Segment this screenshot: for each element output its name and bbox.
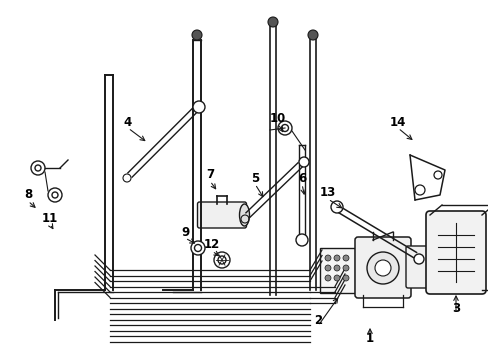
- Circle shape: [267, 17, 278, 27]
- Text: 14: 14: [389, 116, 406, 129]
- Text: 3: 3: [451, 302, 459, 315]
- Circle shape: [414, 185, 424, 195]
- Text: 2: 2: [313, 314, 322, 327]
- Text: 12: 12: [203, 238, 220, 252]
- Circle shape: [325, 255, 330, 261]
- FancyBboxPatch shape: [354, 237, 410, 298]
- Text: 8: 8: [24, 189, 32, 202]
- Circle shape: [374, 260, 390, 276]
- FancyBboxPatch shape: [197, 202, 246, 228]
- Circle shape: [433, 171, 441, 179]
- Circle shape: [333, 275, 339, 281]
- Text: 13: 13: [319, 186, 335, 199]
- Circle shape: [333, 255, 339, 261]
- Bar: [319, 248, 354, 293]
- Text: 9: 9: [181, 225, 189, 238]
- Circle shape: [330, 201, 342, 213]
- Circle shape: [191, 241, 204, 255]
- Text: 11: 11: [42, 211, 58, 225]
- Circle shape: [366, 252, 398, 284]
- Circle shape: [307, 30, 317, 40]
- Circle shape: [342, 255, 348, 261]
- Circle shape: [325, 275, 330, 281]
- Circle shape: [325, 265, 330, 271]
- Circle shape: [342, 265, 348, 271]
- Text: 6: 6: [297, 171, 305, 184]
- Text: 5: 5: [250, 171, 259, 184]
- Circle shape: [413, 254, 423, 264]
- Circle shape: [342, 275, 348, 281]
- Circle shape: [193, 101, 204, 113]
- Circle shape: [278, 121, 291, 135]
- Ellipse shape: [239, 204, 249, 226]
- Circle shape: [333, 265, 339, 271]
- Circle shape: [192, 30, 202, 40]
- Text: 4: 4: [123, 116, 132, 129]
- Circle shape: [48, 188, 62, 202]
- Circle shape: [295, 234, 307, 246]
- Circle shape: [214, 252, 229, 268]
- FancyBboxPatch shape: [405, 246, 427, 288]
- Text: 1: 1: [365, 332, 373, 345]
- FancyBboxPatch shape: [425, 211, 485, 294]
- Circle shape: [298, 157, 308, 167]
- Circle shape: [31, 161, 45, 175]
- Text: 7: 7: [205, 168, 214, 181]
- Text: 10: 10: [269, 112, 285, 125]
